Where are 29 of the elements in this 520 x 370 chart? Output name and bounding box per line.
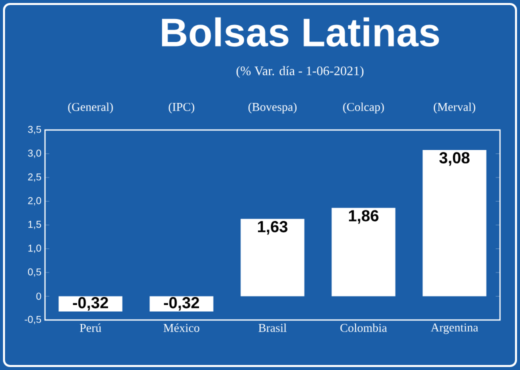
text: (General) [68, 102, 113, 114]
data-label: 1,86 [348, 210, 378, 224]
y-tick-label: 3,5 [28, 126, 42, 134]
y-tick-label: 0 [36, 292, 42, 300]
text: (Colcap) [343, 102, 384, 114]
bar [422, 150, 486, 296]
x-tick-label: Colombia [340, 324, 387, 332]
y-tick-label: 2,5 [28, 173, 42, 182]
text: (Merval) [434, 102, 476, 114]
x-tick-label: Argentina [430, 324, 478, 334]
y-tick-label: 0,5 [28, 268, 42, 277]
x-tick-label: México [164, 324, 200, 332]
x-tick-label: Perú [80, 324, 102, 332]
y-tick-label: 1,0 [28, 244, 42, 253]
y-tick-label: -0,5 [24, 316, 42, 324]
y-tick-label: 2,0 [28, 197, 42, 206]
data-label: 1,63 [258, 221, 288, 235]
x-tick-label: Brasil [258, 324, 287, 332]
bar [332, 208, 396, 296]
data-label: -0,32 [164, 297, 200, 311]
text: (IPC) [168, 102, 194, 114]
chart-subtitle: (% Var. día - 1-06-2021) [236, 66, 364, 78]
chart-title: Bolsas Latinas [162, 17, 439, 47]
data-label: -0,32 [72, 297, 108, 311]
text: (Bovespa) [248, 102, 297, 114]
y-tick-label: 1,5 [28, 220, 42, 230]
y-tick-label: 3,0 [28, 150, 42, 158]
data-label: 3,08 [439, 152, 470, 166]
bar [240, 218, 304, 296]
